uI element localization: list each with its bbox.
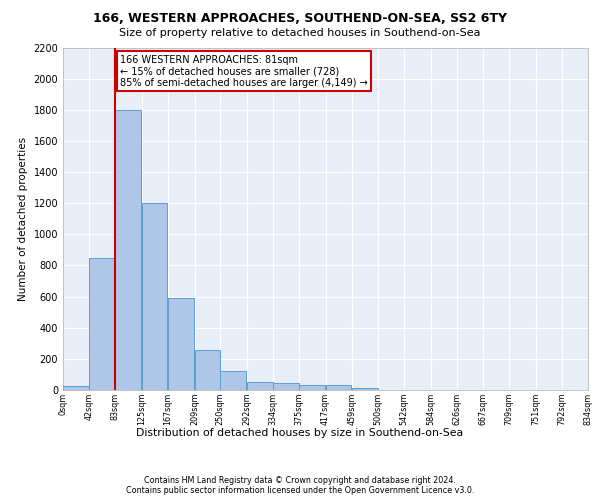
Bar xyxy=(142,203,167,390)
Bar xyxy=(168,298,194,390)
Text: Distribution of detached houses by size in Southend-on-Sea: Distribution of detached houses by size … xyxy=(136,428,464,438)
Bar xyxy=(220,370,246,390)
Bar xyxy=(325,386,352,390)
Bar xyxy=(194,350,220,390)
Text: Size of property relative to detached houses in Southend-on-Sea: Size of property relative to detached ho… xyxy=(119,28,481,38)
Bar xyxy=(352,388,378,390)
Bar xyxy=(273,383,299,390)
Text: 166, WESTERN APPROACHES, SOUTHEND-ON-SEA, SS2 6TY: 166, WESTERN APPROACHES, SOUTHEND-ON-SEA… xyxy=(93,12,507,26)
Bar xyxy=(115,110,141,390)
Bar xyxy=(247,382,272,390)
Y-axis label: Number of detached properties: Number of detached properties xyxy=(18,136,28,301)
Bar xyxy=(89,258,115,390)
Text: 166 WESTERN APPROACHES: 81sqm
← 15% of detached houses are smaller (728)
85% of : 166 WESTERN APPROACHES: 81sqm ← 15% of d… xyxy=(120,54,368,88)
Bar xyxy=(63,386,89,390)
Text: Contains public sector information licensed under the Open Government Licence v3: Contains public sector information licen… xyxy=(126,486,474,495)
Bar xyxy=(299,384,325,390)
Text: Contains HM Land Registry data © Crown copyright and database right 2024.: Contains HM Land Registry data © Crown c… xyxy=(144,476,456,485)
